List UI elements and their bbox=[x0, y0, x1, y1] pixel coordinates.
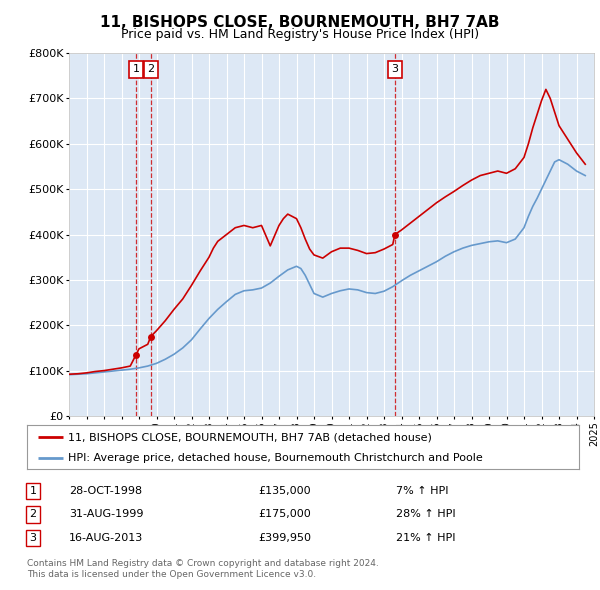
Text: £135,000: £135,000 bbox=[258, 486, 311, 496]
Text: 16-AUG-2013: 16-AUG-2013 bbox=[69, 533, 143, 543]
Text: 11, BISHOPS CLOSE, BOURNEMOUTH, BH7 7AB: 11, BISHOPS CLOSE, BOURNEMOUTH, BH7 7AB bbox=[100, 15, 500, 30]
Text: 28-OCT-1998: 28-OCT-1998 bbox=[69, 486, 142, 496]
Text: 28% ↑ HPI: 28% ↑ HPI bbox=[396, 510, 455, 519]
Text: HPI: Average price, detached house, Bournemouth Christchurch and Poole: HPI: Average price, detached house, Bour… bbox=[68, 453, 483, 463]
Text: 2: 2 bbox=[29, 510, 37, 519]
Text: 31-AUG-1999: 31-AUG-1999 bbox=[69, 510, 143, 519]
Text: 11, BISHOPS CLOSE, BOURNEMOUTH, BH7 7AB (detached house): 11, BISHOPS CLOSE, BOURNEMOUTH, BH7 7AB … bbox=[68, 432, 432, 442]
Text: 2: 2 bbox=[147, 64, 154, 74]
Text: 3: 3 bbox=[29, 533, 37, 543]
Text: 1: 1 bbox=[29, 486, 37, 496]
Text: 7% ↑ HPI: 7% ↑ HPI bbox=[396, 486, 449, 496]
Text: 1: 1 bbox=[133, 64, 140, 74]
Text: £399,950: £399,950 bbox=[258, 533, 311, 543]
Text: 3: 3 bbox=[391, 64, 398, 74]
Text: Contains HM Land Registry data © Crown copyright and database right 2024.: Contains HM Land Registry data © Crown c… bbox=[27, 559, 379, 568]
Text: 21% ↑ HPI: 21% ↑ HPI bbox=[396, 533, 455, 543]
Text: Price paid vs. HM Land Registry's House Price Index (HPI): Price paid vs. HM Land Registry's House … bbox=[121, 28, 479, 41]
Text: This data is licensed under the Open Government Licence v3.0.: This data is licensed under the Open Gov… bbox=[27, 571, 316, 579]
Text: £175,000: £175,000 bbox=[258, 510, 311, 519]
